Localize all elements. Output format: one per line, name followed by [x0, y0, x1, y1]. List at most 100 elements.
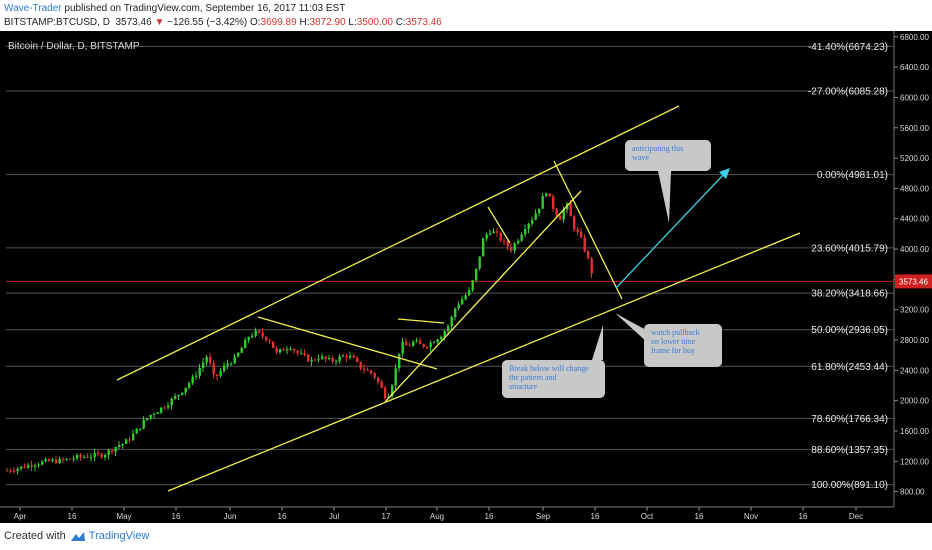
- candle-body: [265, 336, 268, 341]
- tradingview-brand[interactable]: TradingView: [88, 530, 150, 542]
- candle-body: [216, 374, 219, 377]
- candle-body: [275, 347, 278, 353]
- candle-body: [433, 342, 436, 344]
- author-link[interactable]: Wave-Trader: [4, 3, 62, 14]
- candle-body: [349, 355, 352, 358]
- footer-branding: Created with TradingView: [4, 530, 149, 542]
- candle-body: [72, 458, 75, 460]
- candle-body: [398, 353, 401, 369]
- high-label: H:: [299, 17, 310, 28]
- candle-body: [104, 455, 107, 458]
- low-value: 3500.00: [356, 17, 393, 28]
- candle-body: [363, 368, 366, 370]
- chart-title: Bitcoin / Dollar, D, BITSTAMP: [8, 41, 140, 52]
- time-tick-label: Dec: [849, 512, 863, 521]
- candle-body: [44, 459, 47, 462]
- candle-body: [534, 213, 537, 220]
- price-tick-label: 4800.00: [900, 184, 929, 193]
- candle-body: [468, 290, 471, 296]
- candle-body: [174, 396, 177, 399]
- candle-body: [93, 453, 96, 458]
- candle-body: [146, 417, 149, 420]
- chart-header: Wave-Trader published on TradingView.com…: [0, 0, 932, 31]
- trendline[interactable]: [257, 316, 438, 370]
- candle-body: [359, 361, 362, 369]
- price-tick-label: 6800.00: [900, 33, 929, 42]
- candle-body: [83, 456, 86, 458]
- trendlines[interactable]: [116, 105, 801, 492]
- time-tick-label: Sep: [536, 512, 551, 521]
- candles: [6, 192, 593, 475]
- trendline[interactable]: [384, 190, 582, 403]
- candle-body: [573, 216, 576, 230]
- price-tick-label: 1600.00: [900, 427, 929, 436]
- candle-body: [286, 349, 289, 351]
- callouts: anticipating this wave watch pullback on lo…: [502, 140, 722, 398]
- time-tick-label: Aug: [430, 512, 444, 521]
- chart-svg[interactable]: -41.40%(6674.23) -27.00%(6085.28) 0.00%(49…: [0, 31, 932, 523]
- candle-body: [328, 357, 331, 359]
- fib-level-label: 23.60%(4015.79): [811, 243, 888, 254]
- tradingview-logo-icon: [70, 531, 85, 541]
- candle-body: [289, 348, 292, 350]
- fib-level-label: 38.20%(3418.66): [811, 289, 888, 300]
- projection-arrow[interactable]: [615, 172, 726, 289]
- candle-body: [58, 458, 61, 464]
- time-axis[interactable]: Apr 16 May 16 Jun 16 Jul 17 Aug 16 Sep 16 Oct 16 Nov 16…: [0, 506, 894, 521]
- candle-body: [191, 376, 194, 384]
- candle-body: [475, 268, 478, 281]
- candle-body: [443, 331, 446, 337]
- fib-level-label: 88.60%(1357.35): [811, 445, 888, 456]
- candle-body: [188, 383, 191, 388]
- current-price-badge: [895, 274, 932, 289]
- high-value: 3872.90: [309, 17, 346, 28]
- trendline[interactable]: [167, 232, 801, 492]
- candle-body: [86, 456, 89, 458]
- candle-body: [352, 355, 355, 358]
- callout-text: watch pullback on lower time frame for buy: [651, 328, 700, 355]
- price-tick-label: 5200.00: [900, 154, 929, 163]
- candle-body: [303, 353, 306, 355]
- last-price: 3573.46: [115, 17, 152, 28]
- callout-pointer: [658, 171, 671, 223]
- callout-text: Break below will change the pattern and st…: [509, 364, 589, 391]
- price-axis[interactable]: 800.00 1200.00 1600.00 2000.00 2400.00 2800.0…: [893, 31, 932, 523]
- footer: Created with TradingView: [0, 523, 932, 550]
- trendline[interactable]: [487, 206, 511, 244]
- low-label: L:: [348, 17, 357, 28]
- chart-area[interactable]: -41.40%(6674.23) -27.00%(6085.28) 0.00%(49…: [0, 31, 932, 523]
- fib-level-label: -27.00%(6085.28): [808, 86, 888, 97]
- ohlc-info: BITSTAMP:BTCUSD, D 3573.46 ▼ −126.55 (−3…: [4, 17, 442, 28]
- price-tick-label: 6400.00: [900, 63, 929, 72]
- price-tick-label: 6000.00: [900, 93, 929, 102]
- candle-body: [450, 317, 453, 327]
- callout-box: [644, 324, 722, 367]
- candle-body: [125, 439, 128, 444]
- publish-info: Wave-Trader published on TradingView.com…: [4, 3, 345, 14]
- close-value: 3573.46: [405, 17, 442, 28]
- candle-body: [177, 394, 180, 397]
- price-tick-label: 1200.00: [900, 457, 929, 466]
- callout-pointer: [615, 313, 648, 343]
- candle-body: [310, 359, 313, 362]
- candle-body: [128, 439, 131, 441]
- candle-body: [258, 330, 261, 333]
- down-arrow-icon: ▼: [154, 17, 165, 28]
- publish-text: published on TradingView.com, September …: [61, 3, 346, 14]
- trendline[interactable]: [116, 105, 680, 381]
- candle-body: [27, 465, 30, 468]
- candle-body: [79, 454, 82, 458]
- candle-body: [69, 458, 72, 460]
- candle-body: [338, 356, 341, 362]
- price-tick-label: 4400.00: [900, 215, 929, 224]
- trendline[interactable]: [397, 318, 445, 324]
- time-tick-label: 16: [695, 512, 704, 521]
- candle-body: [464, 295, 467, 300]
- candle-body: [506, 241, 509, 247]
- candle-body: [559, 215, 562, 220]
- trendline[interactable]: [553, 160, 623, 300]
- candle-body: [391, 385, 394, 397]
- candle-body: [541, 195, 544, 209]
- candle-body: [30, 465, 33, 467]
- candle-body: [223, 365, 226, 371]
